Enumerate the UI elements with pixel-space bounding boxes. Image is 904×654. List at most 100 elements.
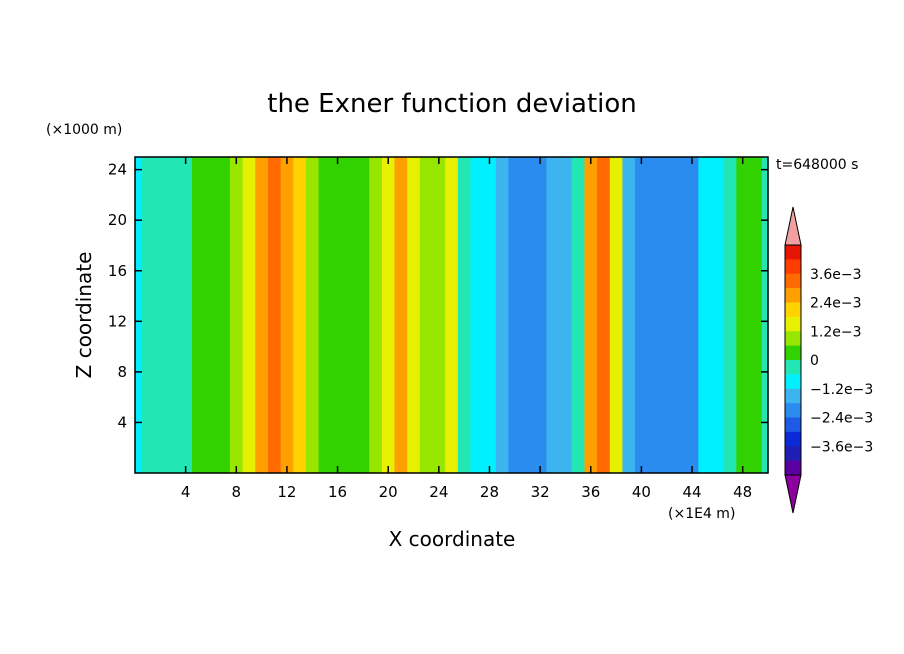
contour-band (495, 157, 510, 473)
colorbar-band (785, 302, 801, 318)
contour-band (305, 157, 320, 473)
colorbar-band (785, 460, 801, 476)
contour-band (508, 157, 522, 473)
y-unit-label: (×1000 m) (46, 122, 122, 138)
colorbar-band (785, 374, 801, 390)
x-tick-label: 8 (232, 483, 242, 501)
y-tick-label: 20 (108, 211, 127, 229)
y-tick-label: 12 (108, 312, 127, 330)
contour-band (571, 157, 586, 473)
colorbar-label: −3.6e−3 (810, 439, 873, 455)
contour-band (280, 157, 294, 473)
x-tick-label: 20 (379, 483, 398, 501)
x-tick-label: 36 (581, 483, 600, 501)
x-tick-label: 48 (733, 483, 752, 501)
contour-band (331, 157, 345, 473)
colorbar-band (785, 446, 801, 461)
contour-band (635, 157, 649, 473)
colorbar-band (785, 245, 801, 260)
contour-band (685, 157, 699, 473)
contour-band (394, 157, 408, 473)
y-axis-label: Z coordinate (72, 252, 96, 379)
colorbar-label: 0 (810, 353, 819, 369)
colorbar-band (785, 431, 801, 447)
x-tick-label: 16 (328, 483, 347, 501)
contour-band (255, 157, 269, 473)
contour-band (153, 157, 168, 473)
contour-band (229, 157, 244, 473)
x-tick-label: 28 (480, 483, 499, 501)
contour-band (711, 157, 725, 473)
contour-band (546, 157, 560, 473)
contour-band (419, 157, 434, 473)
x-tick-label: 40 (632, 483, 651, 501)
contour-band (584, 157, 598, 473)
contour-band (191, 157, 206, 473)
colorbar: 3.6e−3 2.4e−3 1.2e−3 0 −1.2e−3 −2.4e−3 −3.6e−3 (784, 206, 873, 514)
colorbar-under-arrow (784, 474, 802, 514)
colorbar-band (785, 273, 801, 289)
x-tick-label: 4 (181, 483, 191, 501)
colorbar-over-arrow (784, 206, 802, 246)
contour-band (343, 157, 358, 473)
contour-band (647, 157, 661, 473)
colorbar-band (785, 316, 801, 332)
contour-band (179, 157, 193, 473)
colorbar-band (785, 288, 801, 303)
colorbar-label: 3.6e−3 (810, 267, 862, 283)
y-tick-label: 24 (108, 161, 127, 179)
contour-band (457, 157, 472, 473)
contour-field (135, 157, 769, 473)
contour-band (293, 157, 307, 473)
colorbar-label: 2.4e−3 (810, 296, 862, 312)
colorbar-band (785, 360, 801, 375)
time-label: t=648000 s (776, 157, 858, 173)
contour-band (381, 157, 396, 473)
contour-band (622, 157, 636, 473)
contour-band (135, 157, 142, 473)
contour-band (761, 157, 769, 473)
contour-band (597, 157, 611, 473)
y-tick-label: 8 (117, 363, 127, 381)
y-axis-ticks: 4 8 12 16 20 24 (108, 161, 768, 431)
contour-band (318, 157, 332, 473)
contour-band (369, 157, 383, 473)
y-tick-label: 4 (117, 413, 127, 431)
colorbar-label: 1.2e−3 (810, 324, 862, 340)
contour-band (432, 157, 446, 473)
contour-band (267, 157, 282, 473)
colorbar-band (785, 417, 801, 433)
contour-band (559, 157, 573, 473)
contour-band (736, 157, 750, 473)
contour-band (242, 157, 256, 473)
contour-band (673, 157, 687, 473)
contour-band (609, 157, 624, 473)
contour-band (660, 157, 674, 473)
colorbar-band (785, 259, 801, 275)
colorbar-label: −2.4e−3 (810, 411, 873, 427)
contour-band (470, 157, 484, 473)
colorbar-band (785, 331, 801, 346)
x-unit-label: (×1E4 m) (668, 506, 735, 522)
contour-band (723, 157, 737, 473)
x-axis-label: X coordinate (389, 527, 516, 551)
contour-band (749, 157, 763, 473)
contour-band (217, 157, 231, 473)
plot-frame (134, 156, 769, 474)
chart-title: the Exner function deviation (267, 89, 637, 119)
contour-band (533, 157, 548, 473)
x-tick-label: 24 (429, 483, 448, 501)
contour-band (483, 157, 497, 473)
contour-band (204, 157, 218, 473)
contour-band (698, 157, 712, 473)
x-tick-label: 44 (682, 483, 701, 501)
contour-band (521, 157, 535, 473)
contour-band (356, 157, 370, 473)
colorbar-band (785, 403, 801, 418)
contour-band (141, 157, 155, 473)
contour-band (407, 157, 421, 473)
x-axis-ticks: 4 8 12 16 20 24 28 32 36 40 44 48 (181, 157, 752, 501)
x-tick-label: 12 (277, 483, 296, 501)
